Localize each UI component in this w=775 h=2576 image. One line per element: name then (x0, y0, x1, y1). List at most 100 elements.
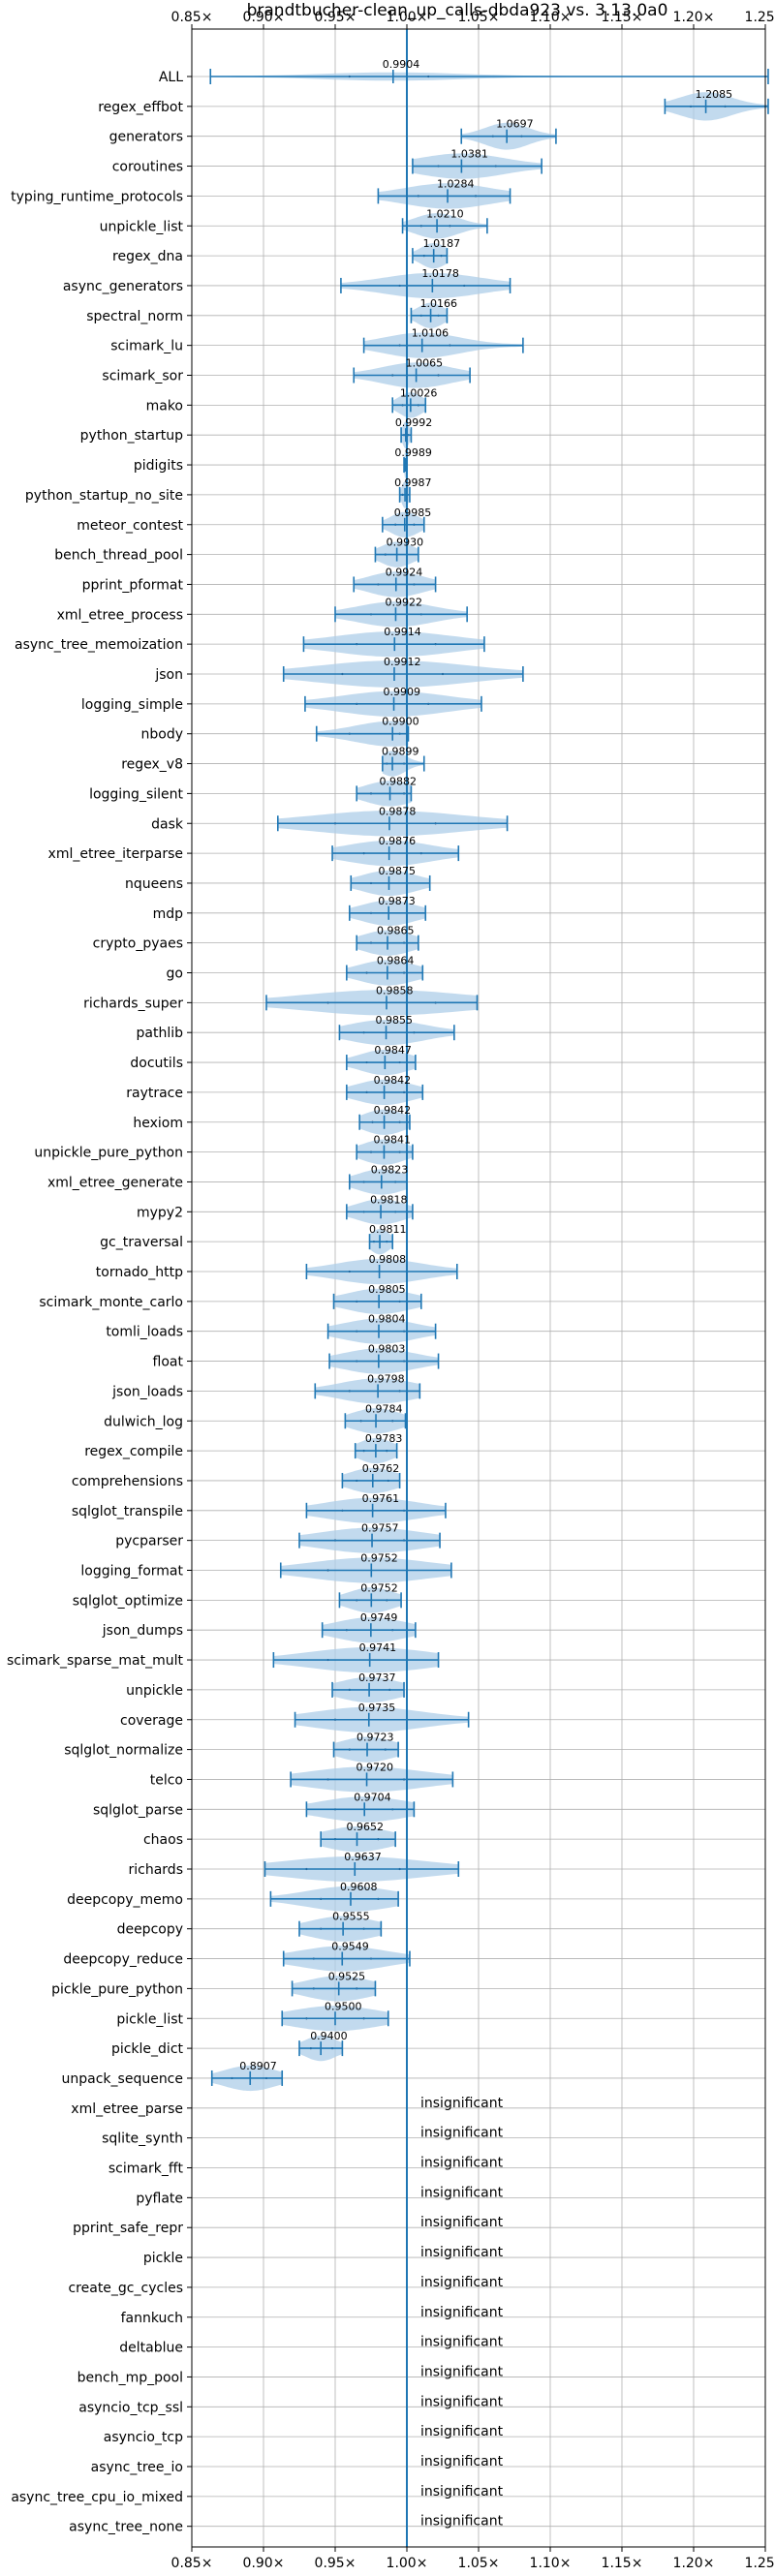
data-label: 1.2085 (696, 88, 733, 101)
category-label: pickle_list (116, 2011, 183, 2027)
category-label: scimark_sor (102, 369, 183, 384)
x-tick-label-bottom: 1.25× (745, 2556, 775, 2571)
data-label: 0.9855 (376, 1014, 414, 1027)
data-label: 0.9989 (394, 446, 432, 459)
data-label: 0.9904 (383, 58, 420, 71)
insignificant-label: insignificant (420, 2454, 504, 2469)
chart-title: brandtbucher-clean_up_calls-dbda923 vs. … (247, 1, 668, 20)
data-label: 0.9555 (332, 1911, 370, 1923)
data-label: 1.0106 (412, 327, 450, 340)
data-label: 0.9922 (385, 596, 422, 608)
data-label: 0.9873 (378, 895, 416, 907)
data-label: 0.9400 (310, 2030, 348, 2042)
data-label: 1.0284 (437, 177, 475, 190)
insignificant-label: insignificant (420, 2185, 504, 2200)
category-label: asyncio_tcp_ssl (78, 2400, 183, 2415)
data-label: 0.9985 (394, 506, 432, 519)
category-label: async_tree_none (69, 2520, 183, 2535)
category-label: bench_mp_pool (78, 2370, 183, 2385)
category-label: gc_traversal (100, 1235, 183, 1250)
data-label: 0.9900 (382, 716, 419, 728)
x-tick-label-top: 1.20× (673, 10, 715, 25)
category-label: float (153, 1355, 184, 1370)
category-label: json_loads (111, 1384, 183, 1399)
insignificant-label: insignificant (420, 2215, 504, 2230)
data-label: 0.9805 (368, 1283, 406, 1296)
category-label: pickle_dict (111, 2041, 184, 2057)
x-tick-label-top: 1.25× (745, 10, 775, 25)
x-tick-label-bottom: 1.10× (530, 2556, 572, 2571)
data-label: 0.9549 (331, 1941, 369, 1953)
data-label: 0.9803 (368, 1343, 406, 1356)
data-label: 1.0026 (400, 386, 438, 399)
data-label: 0.9842 (374, 1104, 412, 1117)
x-tick-label-bottom: 0.90× (243, 2556, 285, 2571)
x-tick-label-top: 1.10× (530, 10, 572, 25)
insignificant-label: insignificant (420, 2275, 504, 2290)
x-tick-label-bottom: 1.20× (673, 2556, 715, 2571)
tick-layer: 0.85× 0.85× 0.90× 0.90× 0.95× 0.95× 1.00× 1.00×… (171, 10, 775, 2571)
category-label: deepcopy (117, 1922, 183, 1938)
data-label: 0.9841 (373, 1134, 411, 1147)
label-layer: ALL 0.9904 regex_effbot 1.2085 generators 1.0… (7, 58, 732, 2535)
insignificant-label: insignificant (420, 2335, 504, 2350)
insignificant-label: insignificant (420, 2364, 504, 2379)
data-label: 0.9752 (360, 1552, 398, 1565)
x-tick-label-top: 1.05× (458, 10, 500, 25)
category-label: telco (150, 1772, 183, 1788)
category-label: deltablue (119, 2341, 183, 2356)
category-label: bench_thread_pool (54, 548, 183, 564)
category-label: python_startup_no_site (25, 488, 183, 504)
category-label: regex_dna (112, 249, 183, 264)
data-label: 0.9878 (379, 805, 417, 817)
category-label: deepcopy_memo (67, 1892, 183, 1908)
data-label: 0.9784 (365, 1402, 403, 1415)
category-label: dulwich_log (104, 1414, 183, 1429)
category-label: sqlglot_parse (93, 1802, 183, 1818)
category-label: raytrace (126, 1086, 183, 1101)
insignificant-label: insignificant (420, 2424, 504, 2439)
category-label: regex_compile (84, 1444, 183, 1459)
data-label: 0.9808 (369, 1253, 407, 1266)
category-label: python_startup (80, 428, 183, 444)
category-label: xml_etree_generate (47, 1175, 183, 1190)
x-tick-label-top: 0.90× (243, 10, 285, 25)
data-label: 0.9924 (386, 566, 423, 578)
x-tick-label-bottom: 1.00× (387, 2556, 428, 2571)
category-label: async_tree_io (91, 2460, 183, 2475)
category-label: deepcopy_reduce (63, 1952, 183, 1968)
plot-frame (191, 28, 766, 2548)
data-label: 1.0210 (426, 207, 464, 220)
category-label: scimark_fft (108, 2162, 184, 2177)
category-label: docutils (130, 1056, 183, 1071)
insignificant-label: insignificant (420, 2096, 504, 2111)
insignificant-label: insignificant (420, 2514, 504, 2530)
category-label: json (154, 667, 183, 683)
data-label: 0.9737 (358, 1671, 396, 1684)
data-label: 0.9804 (368, 1313, 406, 1326)
category-label: pickle_pure_python (51, 1981, 183, 1997)
category-label: comprehensions (72, 1474, 183, 1489)
insignificant-label: insignificant (420, 2245, 504, 2260)
data-label: 0.9704 (354, 1791, 391, 1803)
category-label: pycparser (115, 1534, 183, 1549)
category-label: coverage (120, 1713, 183, 1729)
data-label: 0.9865 (377, 925, 415, 937)
data-label: 1.0065 (406, 357, 444, 370)
category-label: richards (129, 1862, 184, 1878)
data-label: 0.9823 (371, 1163, 409, 1176)
data-label: 0.9930 (387, 537, 424, 549)
data-label: 1.0381 (450, 148, 488, 161)
category-label: pickle (143, 2251, 183, 2266)
data-label: 0.9847 (374, 1044, 412, 1057)
category-label: xml_etree_iterparse (48, 846, 183, 862)
category-label: spectral_norm (86, 309, 183, 324)
category-label: mako (146, 398, 183, 414)
data-label: 0.9818 (370, 1193, 408, 1206)
category-label: pyflate (136, 2191, 183, 2206)
category-label: xml_etree_process (57, 607, 183, 623)
data-label: 0.9752 (360, 1581, 398, 1594)
data-label: 0.9637 (344, 1851, 382, 1863)
